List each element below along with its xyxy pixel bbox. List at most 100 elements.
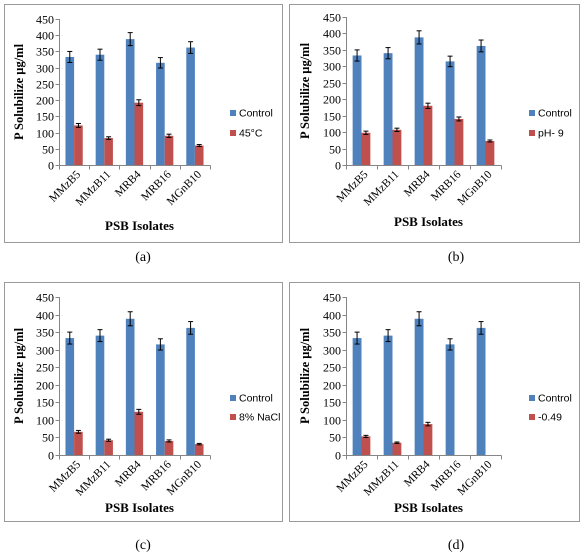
y-tick-label: 150 xyxy=(36,110,54,124)
bar-control-mgnb10 xyxy=(476,327,486,455)
error-bar xyxy=(456,116,462,122)
bar-ph-9-mrb4 xyxy=(423,105,433,165)
y-tick-label: 0 xyxy=(335,449,341,463)
error-bar xyxy=(425,102,431,109)
error-bar xyxy=(447,338,453,351)
error-bar xyxy=(157,57,163,69)
bar-45-c-mmzb11 xyxy=(104,138,113,165)
bar-ph-9-mrb16 xyxy=(454,118,464,165)
bar-control-mmzb11 xyxy=(383,335,393,455)
bar-control-mmzb11 xyxy=(95,54,105,165)
error-bar xyxy=(97,329,103,343)
legend: Control pH- 9 xyxy=(529,108,572,140)
bar-0-49-mmzb5 xyxy=(361,436,371,455)
legend-swatch xyxy=(529,414,535,420)
legend-item-0-49: -0.49 xyxy=(529,412,562,424)
panel-border xyxy=(289,4,580,243)
bar-control-mrb16 xyxy=(445,61,455,165)
legend-swatch xyxy=(529,130,535,136)
bar-control-mrb16 xyxy=(156,344,165,455)
error-bar xyxy=(363,130,369,135)
y-tick-label: 250 xyxy=(323,77,341,91)
legend-item-control: Control xyxy=(230,393,273,405)
error-bar xyxy=(188,41,194,54)
legend-label: 8% NaCl xyxy=(239,412,280,424)
legend: Control -0.49 xyxy=(529,393,572,424)
y-axis-label: P Solubilize µg/ml xyxy=(298,42,312,139)
y-tick-label: 200 xyxy=(36,379,54,393)
error-bar xyxy=(425,421,431,427)
y-tick-label: 150 xyxy=(323,396,341,410)
y-tick-label: 100 xyxy=(36,127,54,141)
error-bar xyxy=(385,47,391,60)
error-bar xyxy=(166,133,172,138)
error-bar xyxy=(354,331,360,345)
error-bar xyxy=(487,139,493,143)
bar-control-mmzb5 xyxy=(352,55,362,166)
legend-label: pH- 9 xyxy=(538,128,564,140)
panel-caption: (a) xyxy=(135,250,151,265)
y-tick-label: 150 xyxy=(36,396,54,410)
legend-swatch xyxy=(230,110,236,116)
legend-swatch xyxy=(230,130,236,136)
error-bar xyxy=(75,122,81,128)
bar-8-nacl-mrb16 xyxy=(164,440,174,455)
legend-item-control: Control xyxy=(529,108,572,120)
y-tick-label: 50 xyxy=(42,143,54,157)
y-tick-label: 350 xyxy=(323,326,341,340)
error-bar xyxy=(478,39,484,53)
bar-0-49-mmzb11 xyxy=(392,442,402,455)
y-tick-label: 400 xyxy=(36,309,54,323)
error-bar xyxy=(97,48,103,61)
y-tick-label: 100 xyxy=(36,414,54,428)
bar-control-mmzb11 xyxy=(383,53,393,165)
y-tick-label: 350 xyxy=(36,326,54,340)
bar-control-mgnb10 xyxy=(186,327,195,455)
bar-ph-9-mmzb11 xyxy=(392,129,402,165)
bar-8-nacl-mgnb10 xyxy=(194,444,204,455)
panel-caption: (d) xyxy=(448,538,465,553)
y-tick-label: 0 xyxy=(48,449,54,463)
legend-swatch xyxy=(230,414,236,420)
y-tick-label: 350 xyxy=(36,45,54,59)
y-tick-label: 0 xyxy=(335,159,341,173)
error-bar xyxy=(136,99,142,107)
panel-border xyxy=(289,282,580,522)
y-tick-label: 300 xyxy=(36,62,54,76)
error-bar xyxy=(478,321,484,335)
legend-label: Control xyxy=(239,393,273,405)
y-axis-label: P Solubilize µg/ml xyxy=(12,43,26,140)
error-bar xyxy=(385,329,391,343)
legend-swatch xyxy=(529,395,535,401)
error-bar xyxy=(354,49,360,62)
error-bar xyxy=(447,55,453,68)
panel-border xyxy=(4,4,283,243)
y-tick-label: 400 xyxy=(323,27,341,41)
error-bar xyxy=(394,127,400,132)
legend-item-control: Control xyxy=(230,108,273,120)
y-tick-label: 200 xyxy=(323,379,341,393)
y-tick-label: 50 xyxy=(329,143,341,157)
error-bar xyxy=(166,439,172,443)
legend: Control 8% NaCl xyxy=(230,393,280,424)
bar-45-c-mmzb5 xyxy=(74,125,83,165)
bar-control-mmzb5 xyxy=(65,338,75,455)
bar-0-49-mrb4 xyxy=(423,424,433,455)
x-axis-label: PSB Isolates xyxy=(105,500,174,515)
y-tick-label: 350 xyxy=(323,44,341,58)
bar-control-mmzb5 xyxy=(352,338,362,455)
y-tick-label: 450 xyxy=(323,291,341,305)
y-tick-label: 200 xyxy=(323,93,341,107)
y-tick-label: 250 xyxy=(36,78,54,92)
error-bar xyxy=(394,441,400,444)
bar-45-c-mgnb10 xyxy=(194,145,204,165)
bar-control-mrb16 xyxy=(156,62,165,165)
y-tick-label: 400 xyxy=(36,29,54,43)
bar-8-nacl-mmzb11 xyxy=(104,440,113,455)
x-axis-label: PSB Isolates xyxy=(105,218,174,233)
error-bar xyxy=(363,434,369,438)
legend-item-8-nacl: 8% NaCl xyxy=(230,412,280,424)
y-axis-label: P Solubilize µg/ml xyxy=(12,327,26,424)
